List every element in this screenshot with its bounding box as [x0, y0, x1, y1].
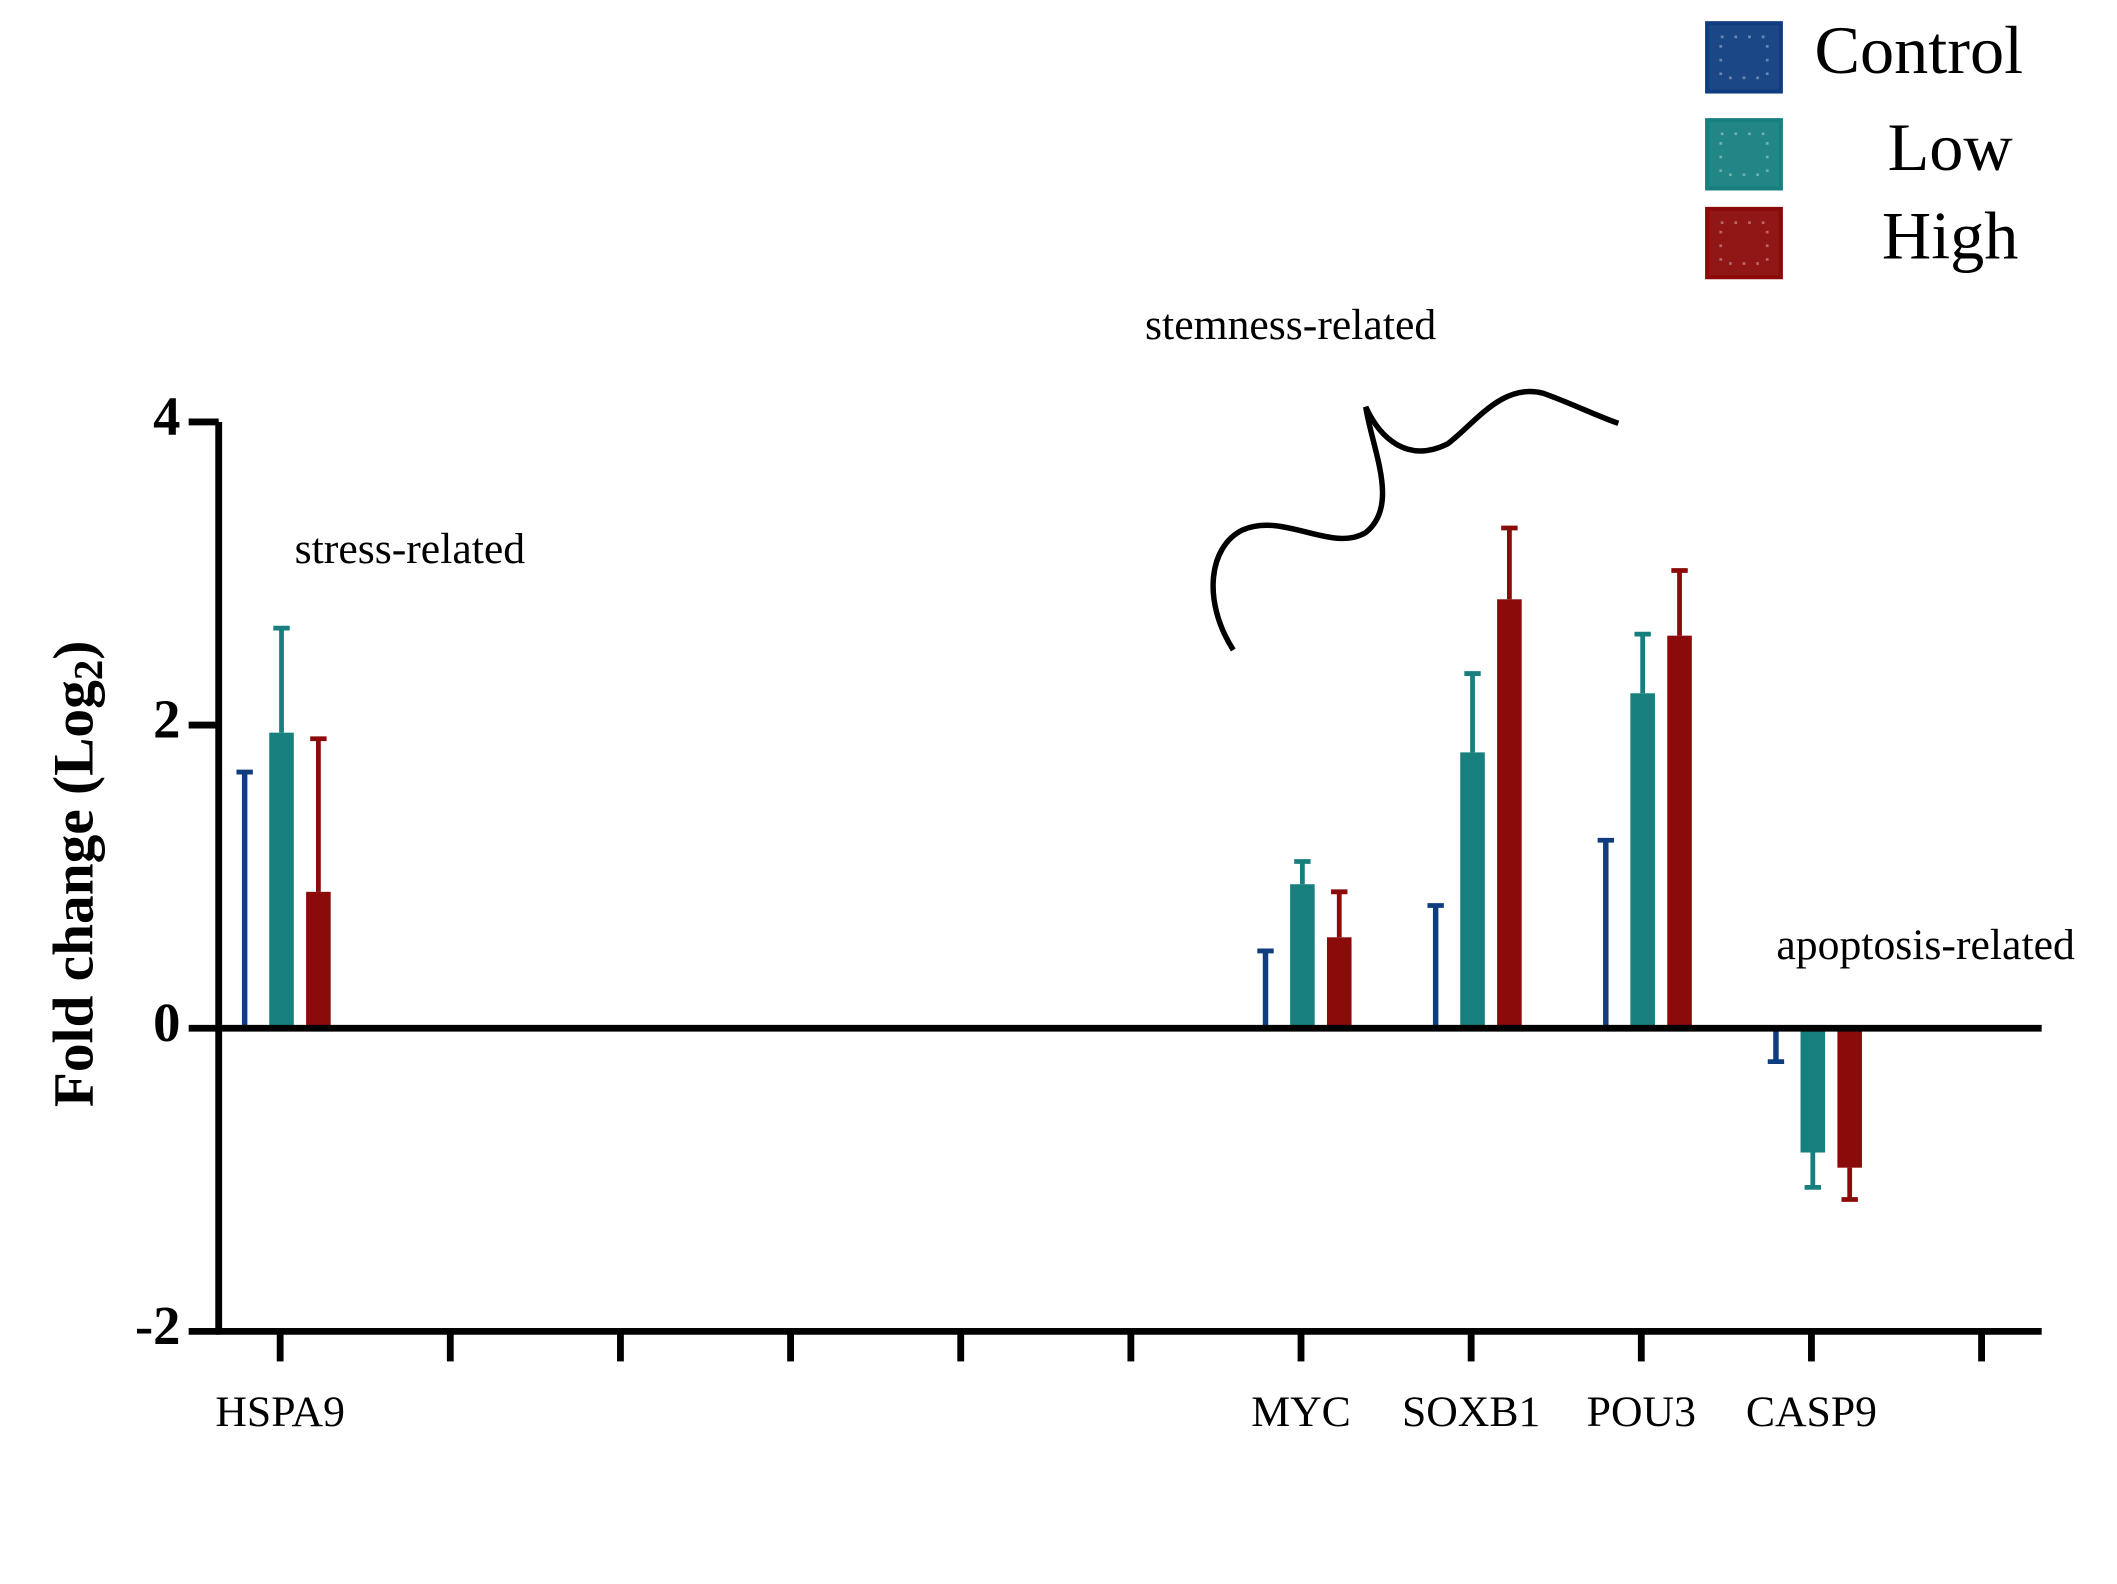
error-bar: [1501, 525, 1518, 600]
error-bar: [273, 625, 290, 733]
annotation: stress-related: [295, 525, 526, 573]
error-bar: [310, 736, 327, 892]
legend-label: Low: [1888, 109, 2013, 185]
error-bar: [1671, 568, 1688, 636]
x-tick-label: SOXB1: [1402, 1388, 1540, 1436]
error-bar: [1841, 1167, 1858, 1202]
annotation: apoptosis-related: [1776, 921, 2075, 969]
y-axis-label-end: ): [43, 641, 106, 660]
y-tick-label: 4: [153, 385, 180, 446]
x-tick-label: MYC: [1251, 1388, 1351, 1436]
error-bar: [1634, 631, 1651, 694]
bar: [306, 891, 331, 1029]
bracket-curve: [1210, 388, 1620, 652]
y-axis-label: Fold change (Log2): [43, 641, 112, 1108]
x-tick-label: POU3: [1587, 1388, 1696, 1436]
bar: [1432, 905, 1439, 1029]
bar: [1630, 693, 1655, 1029]
legend-swatch-inner: [1719, 221, 1769, 265]
error-bar: [1804, 1152, 1822, 1190]
bar: [1460, 752, 1485, 1029]
error-bar: [1464, 671, 1481, 753]
bar: [1326, 937, 1352, 1029]
x-tick-label: HSPA9: [215, 1388, 345, 1436]
legend-label: High: [1882, 198, 2019, 274]
y-tick-label: 0: [153, 992, 180, 1053]
bar: [1497, 599, 1522, 1029]
bar: [1603, 840, 1609, 1029]
bar: [1667, 635, 1692, 1029]
legend-label: Control: [1814, 12, 2023, 88]
bar: [1290, 884, 1315, 1029]
legend-swatch: [1705, 206, 1783, 280]
legend-swatch-inner: [1719, 132, 1769, 177]
y-axis-label-text: Fold change (Log: [43, 680, 106, 1107]
legend-swatch: [1705, 118, 1783, 191]
bar: [1773, 1028, 1779, 1062]
bar: [241, 772, 248, 1029]
x-tick-label: CASP9: [1746, 1388, 1877, 1436]
legend-swatch: [1705, 21, 1783, 94]
y-axis-label-subscript: 2: [65, 660, 111, 680]
error-bar: [1294, 859, 1311, 885]
bar: [1262, 950, 1269, 1029]
error-bar: [1331, 889, 1348, 938]
bar: [1800, 1028, 1826, 1153]
y-tick-label: 2: [153, 689, 180, 750]
bar: [1837, 1028, 1862, 1168]
bar: [269, 732, 294, 1029]
annotation: stemness-related: [1145, 301, 1436, 349]
legend-swatch-inner: [1719, 35, 1769, 80]
y-tick-label: -2: [135, 1295, 181, 1356]
